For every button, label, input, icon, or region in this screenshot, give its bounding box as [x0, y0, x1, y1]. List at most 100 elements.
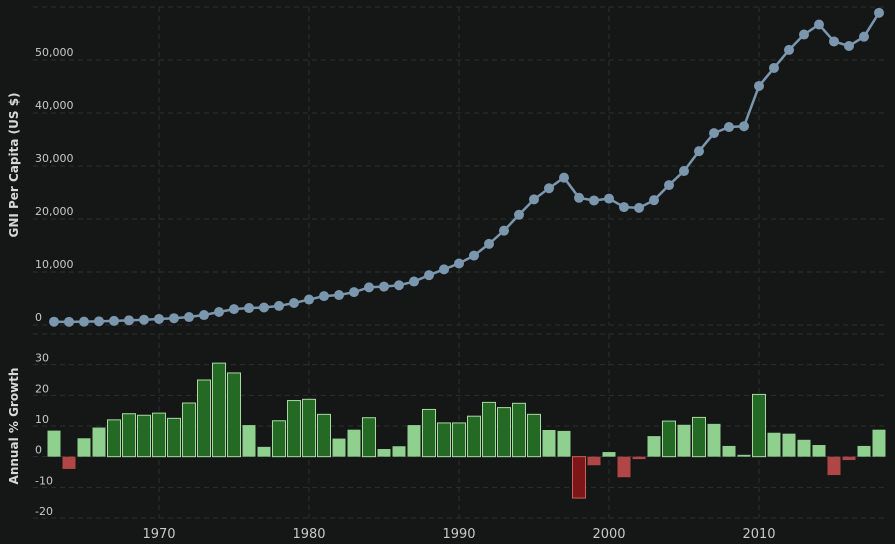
growth-bar	[842, 456, 856, 461]
x-tick-label: 1980	[292, 527, 325, 542]
growth-bar	[242, 425, 256, 457]
growth-bar	[212, 362, 226, 458]
growth-bar	[197, 379, 211, 458]
growth-bar	[467, 415, 481, 458]
gni-point	[679, 166, 689, 177]
growth-bar	[122, 413, 136, 458]
growth-bar	[572, 456, 586, 499]
growth-bar	[767, 432, 781, 457]
gni-line-series	[49, 7, 884, 327]
gni-point	[244, 303, 254, 314]
growth-bar	[707, 423, 721, 457]
gni-point	[184, 312, 194, 323]
growth-bar	[107, 419, 121, 458]
growth-bar	[422, 408, 436, 458]
growth-bar	[527, 413, 541, 458]
bottom-y-tick-label: 0	[35, 444, 42, 457]
gni-point	[844, 40, 854, 51]
growth-bar	[602, 452, 616, 457]
gni-point	[364, 282, 374, 293]
gni-point	[274, 300, 284, 311]
top-y-tick-label: 10,000	[35, 258, 74, 271]
gni-line	[53, 12, 881, 324]
growth-bar	[557, 430, 571, 457]
gni-point	[694, 146, 704, 157]
gni-point	[94, 316, 104, 327]
gni-point	[214, 307, 224, 318]
growth-bar	[377, 449, 391, 457]
growth-bar	[287, 400, 301, 458]
gni-point	[424, 270, 434, 281]
growth-bar	[92, 427, 106, 457]
gni-point	[664, 180, 674, 191]
gni-point	[169, 313, 179, 324]
gni-point	[79, 316, 89, 327]
growth-bar	[587, 456, 601, 466]
gni-point	[199, 310, 209, 321]
growth-bar	[302, 398, 316, 458]
gni-point	[109, 315, 119, 326]
gni-point	[724, 122, 734, 133]
growth-bar	[347, 429, 361, 457]
gni-point	[709, 128, 719, 139]
gni-point	[49, 316, 59, 327]
gni-point	[574, 192, 584, 203]
growth-bar	[257, 446, 271, 457]
growth-bar	[692, 416, 706, 458]
gni-point	[319, 291, 329, 302]
growth-bar	[62, 456, 76, 469]
growth-bar	[407, 425, 421, 457]
gni-point	[859, 31, 869, 42]
gni-point	[769, 62, 779, 73]
gni-point	[544, 183, 554, 194]
gni-point	[784, 44, 794, 55]
gni-point	[589, 195, 599, 206]
gni-point	[799, 29, 809, 40]
gni-point	[649, 195, 659, 206]
growth-bar	[752, 393, 766, 458]
gni-point	[454, 258, 464, 269]
growth-bar	[857, 445, 871, 457]
gni-point	[484, 238, 494, 249]
gni-point	[409, 276, 419, 287]
growth-bar	[332, 438, 346, 457]
growth-bar	[182, 402, 196, 458]
growth-bar	[542, 429, 556, 457]
x-tick-label: 1990	[442, 527, 475, 542]
bottom-y-tick-label: 30	[35, 352, 49, 365]
gni-point	[559, 172, 569, 183]
growth-bar	[392, 446, 406, 457]
growth-bar	[227, 372, 241, 458]
top-y-tick-label: 20,000	[35, 205, 74, 218]
growth-bar	[137, 414, 151, 458]
gni-point	[604, 193, 614, 204]
growth-bar	[677, 424, 691, 457]
gni-point	[874, 7, 884, 18]
gni-point	[439, 264, 449, 275]
growth-bar	[167, 417, 181, 458]
bottom-y-tick-label: -20	[35, 505, 53, 518]
gni-point	[304, 294, 314, 305]
top-y-tick-label: 30,000	[35, 152, 74, 165]
growth-bar	[812, 445, 826, 457]
growth-bar	[632, 456, 646, 460]
gni-point	[469, 250, 479, 261]
top-panel-grid	[33, 6, 888, 326]
gni-point	[154, 313, 164, 324]
gni-point	[499, 225, 509, 236]
gni-point	[814, 19, 824, 30]
growth-bar	[512, 402, 526, 458]
growth-bar	[317, 413, 331, 458]
growth-bar	[497, 407, 511, 458]
growth-bar	[152, 412, 166, 458]
gni-point	[529, 194, 539, 205]
growth-bar	[482, 401, 496, 458]
gni-point	[514, 209, 524, 220]
growth-bar	[722, 445, 736, 457]
gni-point	[259, 302, 269, 313]
bottom-y-axis: -20 -10 0 10 20 30	[35, 352, 53, 518]
gni-point	[289, 298, 299, 309]
growth-bar	[47, 430, 61, 457]
growth-bar	[362, 417, 376, 458]
growth-bar	[737, 454, 751, 457]
